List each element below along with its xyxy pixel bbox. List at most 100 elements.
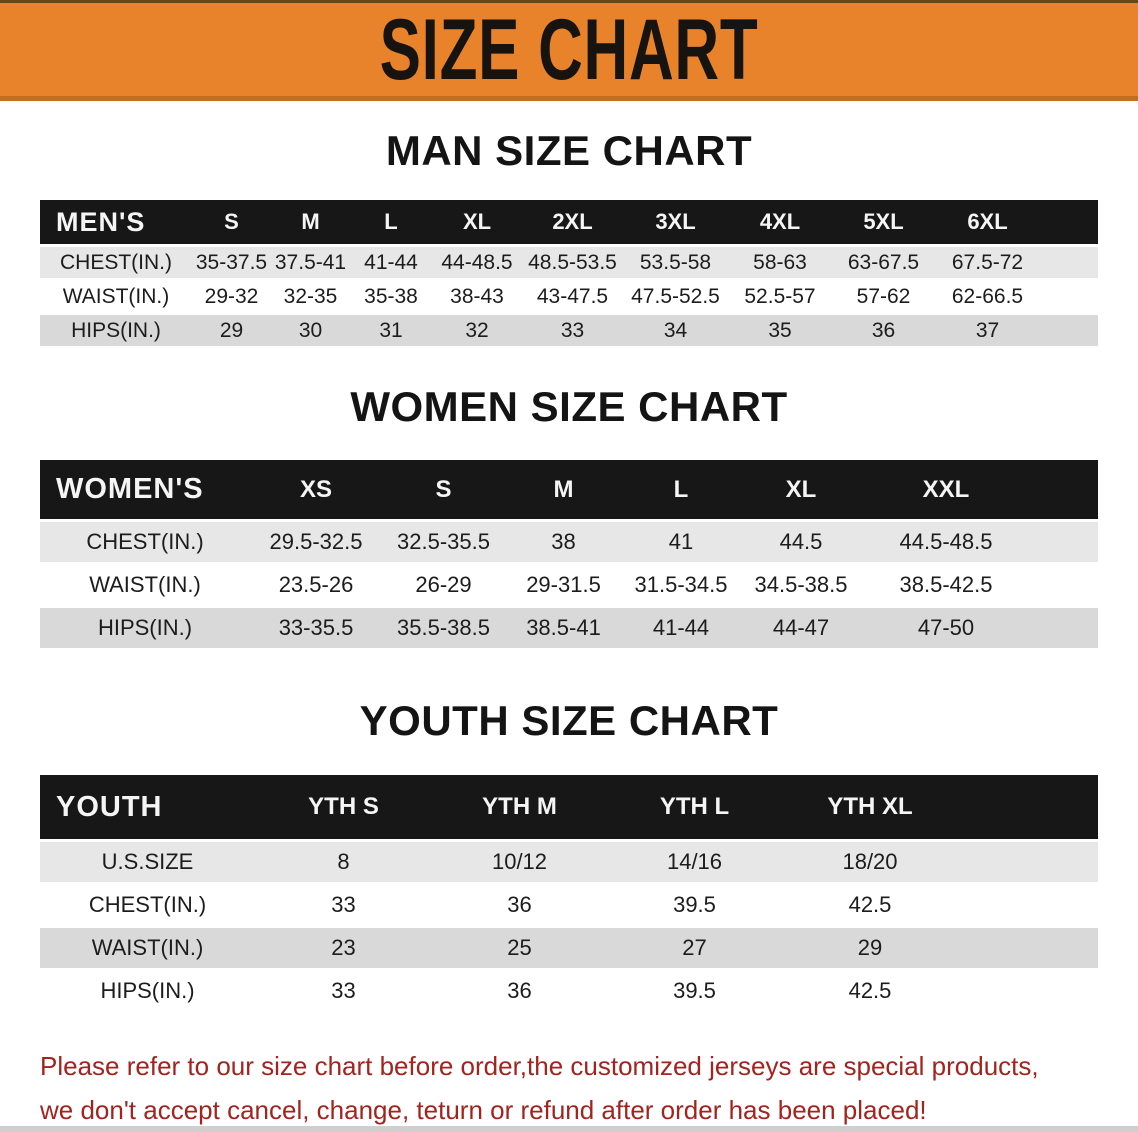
table-cell: 53.5-58 [623,247,728,278]
column-header: YTH XL [782,775,958,839]
table-cell: 43-47.5 [522,281,623,312]
spacer-cell [958,775,1098,839]
women-header-row: WOMEN'S XS S M L XL XXL [40,460,1098,519]
spacer-cell [1030,608,1098,648]
table-cell: 8 [255,842,432,882]
row-label: WAIST(IN.) [40,928,255,968]
table-cell: 47-50 [862,608,1030,648]
table-cell: 33 [522,315,623,346]
spacer-cell [958,971,1098,1011]
table-row: U.S.SIZE 8 10/12 14/16 18/20 [40,842,1098,882]
women-section-heading: WOMEN SIZE CHART [350,383,788,430]
table-cell: 41-44 [350,247,432,278]
column-header: S [192,200,271,244]
row-label: HIPS(IN.) [40,608,250,648]
youth-size-table: YOUTH YTH S YTH M YTH L YTH XL U.S.SIZE … [40,772,1098,1014]
table-cell: 32.5-35.5 [382,522,505,562]
column-header: S [382,460,505,519]
table-cell: 44.5-48.5 [862,522,1030,562]
column-header: XL [432,200,522,244]
table-cell: 47.5-52.5 [623,281,728,312]
spacer-cell [958,928,1098,968]
youth-section-heading: YOUTH SIZE CHART [359,697,779,744]
table-cell: 30 [271,315,350,346]
men-size-table: MEN'S S M L XL 2XL 3XL 4XL 5XL 6XL CHEST… [40,197,1098,349]
table-cell: 39.5 [607,885,782,925]
table-cell: 36 [432,885,607,925]
table-cell: 41-44 [622,608,740,648]
women-size-table: WOMEN'S XS S M L XL XXL CHEST(IN.) 29.5-… [40,457,1098,651]
row-label: CHEST(IN.) [40,247,192,278]
table-cell: 52.5-57 [728,281,832,312]
table-cell: 26-29 [382,565,505,605]
spacer-cell [1030,565,1098,605]
table-cell: 31.5-34.5 [622,565,740,605]
table-row: WAIST(IN.) 23.5-26 26-29 29-31.5 31.5-34… [40,565,1098,605]
table-cell: 27 [607,928,782,968]
column-header: 3XL [623,200,728,244]
table-cell: 39.5 [607,971,782,1011]
column-header: XXL [862,460,1030,519]
table-cell: 10/12 [432,842,607,882]
table-cell: 44-48.5 [432,247,522,278]
table-cell: 25 [432,928,607,968]
table-cell: 29-32 [192,281,271,312]
table-row: HIPS(IN.) 33-35.5 35.5-38.5 38.5-41 41-4… [40,608,1098,648]
column-header: M [271,200,350,244]
table-cell: 37.5-41 [271,247,350,278]
table-cell: 35-38 [350,281,432,312]
row-label: U.S.SIZE [40,842,255,882]
table-row: HIPS(IN.) 33 36 39.5 42.5 [40,971,1098,1011]
table-row: HIPS(IN.) 29 30 31 32 33 34 35 36 37 [40,315,1098,346]
table-row: CHEST(IN.) 33 36 39.5 42.5 [40,885,1098,925]
column-header: M [505,460,622,519]
order-disclaimer-note: Please refer to our size chart before or… [40,1044,1138,1132]
youth-header-row: YOUTH YTH S YTH M YTH L YTH XL [40,775,1098,839]
man-section-heading: MAN SIZE CHART [385,127,753,174]
table-row: CHEST(IN.) 29.5-32.5 32.5-35.5 38 41 44.… [40,522,1098,562]
table-cell: 29 [192,315,271,346]
table-cell: 31 [350,315,432,346]
table-cell: 37 [935,315,1040,346]
row-label: CHEST(IN.) [40,522,250,562]
table-cell: 32 [432,315,522,346]
table-cell: 38-43 [432,281,522,312]
row-label: WAIST(IN.) [40,565,250,605]
table-cell: 34 [623,315,728,346]
table-cell: 58-63 [728,247,832,278]
table-cell: 62-66.5 [935,281,1040,312]
table-cell: 63-67.5 [832,247,935,278]
spacer-cell [1040,315,1098,346]
column-header: XS [250,460,382,519]
table-cell: 34.5-38.5 [740,565,862,605]
women-group-label: WOMEN'S [40,460,250,519]
column-header: 4XL [728,200,832,244]
page-title: SIZE CHART [379,1,759,98]
spacer-cell [1040,200,1098,244]
spacer-cell [1030,460,1098,519]
row-label: HIPS(IN.) [40,315,192,346]
column-header: L [622,460,740,519]
table-cell: 35 [728,315,832,346]
table-cell: 42.5 [782,971,958,1011]
men-group-label: MEN'S [40,200,192,244]
column-header: XL [740,460,862,519]
table-cell: 23 [255,928,432,968]
men-header-row: MEN'S S M L XL 2XL 3XL 4XL 5XL 6XL [40,200,1098,244]
table-cell: 18/20 [782,842,958,882]
table-cell: 35-37.5 [192,247,271,278]
youth-group-label: YOUTH [40,775,255,839]
table-cell: 29 [782,928,958,968]
table-cell: 67.5-72 [935,247,1040,278]
spacer-cell [1040,281,1098,312]
table-cell: 38.5-41 [505,608,622,648]
bottom-divider [0,1126,1138,1132]
table-cell: 36 [832,315,935,346]
table-cell: 48.5-53.5 [522,247,623,278]
table-row: WAIST(IN.) 23 25 27 29 [40,928,1098,968]
spacer-cell [1030,522,1098,562]
table-cell: 33 [255,971,432,1011]
column-header: YTH S [255,775,432,839]
column-header: 5XL [832,200,935,244]
